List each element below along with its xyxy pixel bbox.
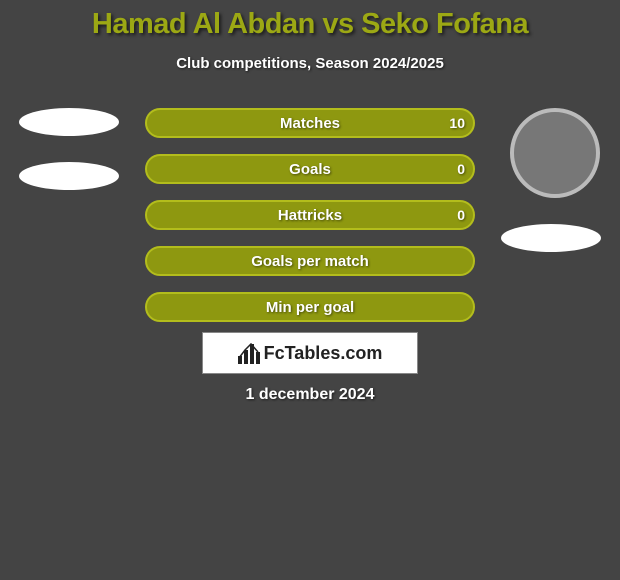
left-ellipse-2 <box>0 162 130 190</box>
left-ellipse-1 <box>0 108 130 136</box>
stat-bar-min-per-goal: Min per goal <box>145 292 475 322</box>
player-left-column <box>0 108 130 216</box>
stat-label: Hattricks <box>278 207 342 224</box>
comparison-card: Hamad Al Abdan vs Seko Fofana Club compe… <box>0 0 620 404</box>
stat-label: Min per goal <box>266 299 354 316</box>
stat-bar-goals-per-match: Goals per match <box>145 246 475 276</box>
stat-label: Goals <box>289 161 331 178</box>
stat-label: Goals per match <box>251 253 369 270</box>
placeholder-ellipse <box>19 162 119 190</box>
stat-value-right: 0 <box>457 161 465 177</box>
page-title: Hamad Al Abdan vs Seko Fofana <box>0 8 620 41</box>
player-right-avatar <box>510 108 600 198</box>
stat-label: Matches <box>280 115 340 132</box>
right-ellipse-1 <box>490 224 620 252</box>
stat-bar-hattricks: Hattricks 0 <box>145 200 475 230</box>
brand-box: FcTables.com <box>202 332 418 374</box>
brand-text: FcTables.com <box>264 343 383 364</box>
player-right-column <box>490 108 620 278</box>
brand-chart-icon <box>238 342 260 364</box>
right-avatar-wrap <box>490 108 620 198</box>
stat-bar-matches: Matches 10 <box>145 108 475 138</box>
date-text: 1 december 2024 <box>0 386 620 404</box>
placeholder-ellipse <box>501 224 601 252</box>
stat-value-right: 0 <box>457 207 465 223</box>
page-subtitle: Club competitions, Season 2024/2025 <box>0 55 620 72</box>
stat-value-right: 10 <box>449 115 465 131</box>
placeholder-ellipse <box>19 108 119 136</box>
stat-bar-goals: Goals 0 <box>145 154 475 184</box>
